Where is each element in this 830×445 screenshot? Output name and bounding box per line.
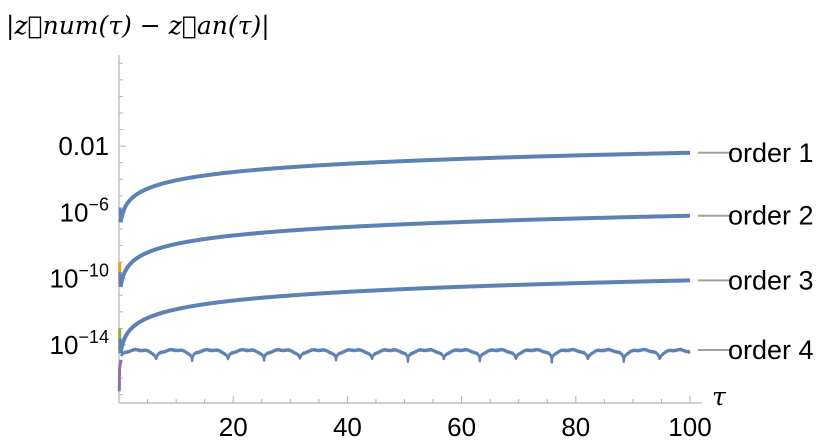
series-line-3 [118,278,691,356]
x-axis-title: τ [712,382,727,411]
y-tick-label: 10−6 [60,194,109,227]
x-tick-label: 100 [668,412,711,442]
legend: order 1 order 2 order 3 order 4 [698,138,814,365]
legend-label-3: order 3 [728,265,814,295]
y-tick-label: 0.01 [58,131,109,161]
series-line-4 [120,347,691,364]
axes: 20 40 60 80 100 0.01 10−6 10−10 10−14 [50,55,712,442]
x-tick-label: 40 [333,412,362,442]
legend-label-2: order 2 [728,201,814,231]
series-layer [117,150,691,392]
y-tick-label: 10−10 [50,261,109,294]
series-line-2 [118,213,691,289]
y-axis-title: |z⃗num(τ) − z⃗an(τ)| [6,11,270,41]
x-tick-label: 20 [219,412,248,442]
legend-label-1: order 1 [728,138,814,168]
series-line-1 [118,150,691,225]
y-tick-label: 10−14 [50,327,109,360]
series-start-segment [117,359,123,392]
x-tick-label: 60 [447,412,476,442]
legend-label-4: order 4 [728,335,814,365]
x-tick-label: 80 [561,412,590,442]
